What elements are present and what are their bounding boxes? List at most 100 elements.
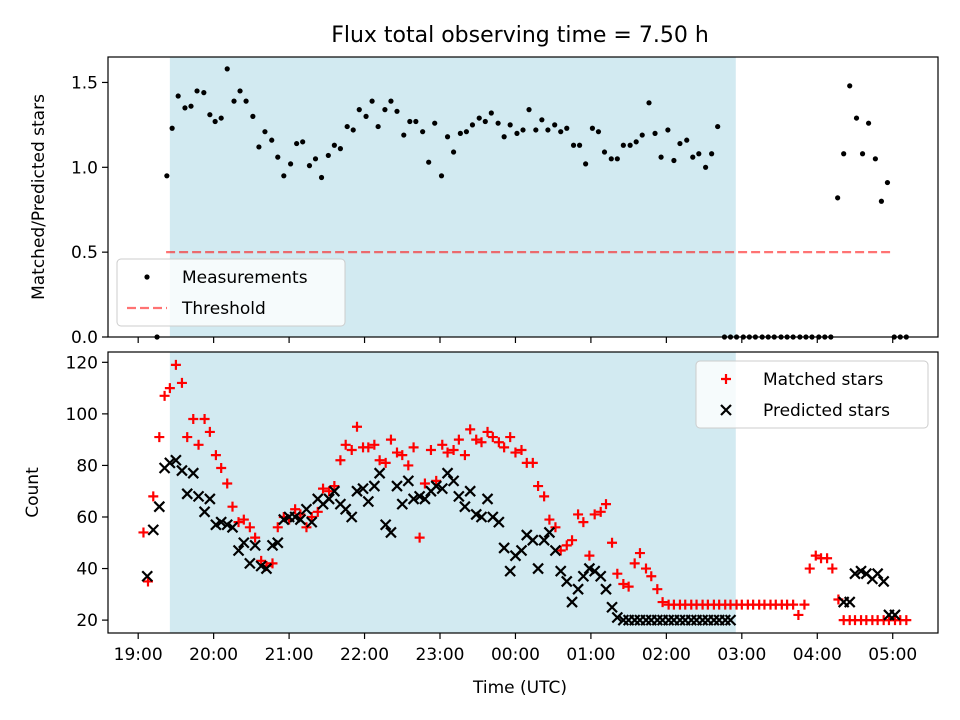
x-tick-label: 19:00	[114, 645, 163, 665]
matched-star-point	[465, 424, 476, 435]
matched-star-point	[324, 486, 335, 497]
measurement-point	[207, 112, 213, 118]
matched-star-point	[804, 563, 815, 574]
matched-star-point	[244, 522, 255, 533]
matched-star-point	[301, 522, 312, 533]
x-tick-label: 22:00	[340, 645, 389, 665]
predicted-star-point	[204, 493, 216, 505]
measurement-point	[175, 93, 181, 99]
matched-star-point	[901, 615, 912, 626]
legend-predicted-label: Predicted stars	[763, 401, 890, 421]
predicted-star-point	[527, 534, 539, 546]
measurement-point	[665, 127, 671, 133]
matched-star-point	[374, 455, 385, 466]
x-tick-label: 21:00	[265, 645, 314, 665]
measurement-point	[533, 127, 539, 133]
predicted-star-point	[504, 565, 516, 577]
matched-star-point	[199, 414, 210, 425]
matched-star-point	[335, 455, 346, 466]
measurement-point	[514, 130, 520, 136]
matched-star-point	[182, 432, 193, 443]
measurement-point	[250, 113, 256, 119]
x-tick-label: 20:00	[189, 645, 238, 665]
measurement-point	[841, 151, 847, 157]
predicted-star-point	[532, 562, 544, 575]
legend-measurements-label: Measurements	[182, 268, 308, 288]
matched-star-point	[216, 463, 227, 474]
measurement-point	[488, 110, 494, 116]
matched-star-point	[601, 499, 611, 510]
predicted-star-point	[181, 488, 194, 500]
predicted-star-point	[554, 565, 567, 577]
matched-star-point	[584, 550, 595, 561]
matched-star-point	[555, 545, 566, 556]
matched-star-point	[799, 599, 810, 610]
predicted-star-point	[294, 513, 307, 526]
predicted-star-point	[232, 544, 245, 557]
matched-star-point	[164, 383, 175, 394]
measurement-point	[188, 103, 194, 109]
measurement-point	[853, 115, 860, 121]
legend-box	[116, 258, 346, 327]
matched-star-point	[516, 444, 527, 455]
measurement-point	[300, 139, 306, 145]
predicted-star-point	[430, 480, 443, 492]
y-tick-label: 40	[76, 560, 98, 580]
matched-star-point	[510, 447, 521, 458]
matched-star-point	[159, 390, 170, 401]
measurement-point	[420, 129, 426, 135]
x-tick-label: 00:00	[491, 645, 540, 665]
measurement-point	[438, 173, 445, 179]
matched-star-point	[363, 442, 374, 453]
ratio-panel: Measurements Threshold 0.0 0.5 1.0 1.5 Matche…	[29, 56, 939, 348]
measurement-point	[363, 113, 369, 119]
predicted-star-point	[328, 485, 341, 497]
matched-star-point	[657, 597, 668, 608]
measurement-point	[337, 146, 343, 152]
predicted-star-point	[345, 511, 358, 523]
predicted-star-point	[843, 596, 856, 608]
predicted-star-point	[560, 575, 573, 588]
legend-matched-label: Matched stars	[763, 370, 883, 390]
matched-star-point	[385, 434, 396, 445]
measurement-point	[646, 100, 652, 106]
measurement-point	[558, 129, 564, 135]
measurement-point	[570, 142, 577, 148]
predicted-star-point	[339, 503, 352, 516]
predicted-star-point	[849, 567, 861, 580]
measurement-point	[312, 156, 319, 162]
predicted-star-point	[305, 516, 318, 528]
matched-star-point	[573, 509, 584, 520]
measurement-point	[564, 125, 570, 131]
matched-star-point	[623, 581, 634, 592]
matched-star-point	[290, 504, 301, 515]
measurement-point	[450, 149, 457, 155]
measurement-point	[201, 90, 207, 96]
predicted-star-point	[351, 485, 363, 497]
measurement-point	[444, 134, 451, 140]
measurement-point	[432, 120, 438, 126]
predicted-star-point	[515, 544, 528, 557]
predicted-star-point	[889, 609, 901, 621]
matched-star-point	[222, 478, 233, 489]
measurement-point	[576, 142, 583, 148]
measurement-point	[325, 152, 331, 159]
measurement-point	[835, 195, 841, 201]
measurement-point	[677, 140, 683, 147]
predicted-star-point	[244, 557, 256, 570]
predicted-star-point	[198, 506, 211, 518]
matched-star-point	[210, 450, 221, 461]
measurement-point	[294, 140, 300, 147]
measurement-point	[614, 156, 620, 162]
count-legend: Matched stars Predicted stars	[695, 360, 929, 429]
x-tick-label: 03:00	[717, 645, 766, 665]
measurement-point	[382, 107, 388, 113]
measurement-point	[306, 163, 313, 169]
predicted-star-point	[464, 485, 476, 497]
measurement-point	[369, 98, 375, 104]
measurement-point	[476, 115, 482, 121]
matched-star-point	[595, 506, 606, 517]
predicted-star-point	[260, 562, 273, 575]
legend-predicted-marker	[720, 404, 732, 416]
predicted-star-point	[600, 583, 612, 595]
